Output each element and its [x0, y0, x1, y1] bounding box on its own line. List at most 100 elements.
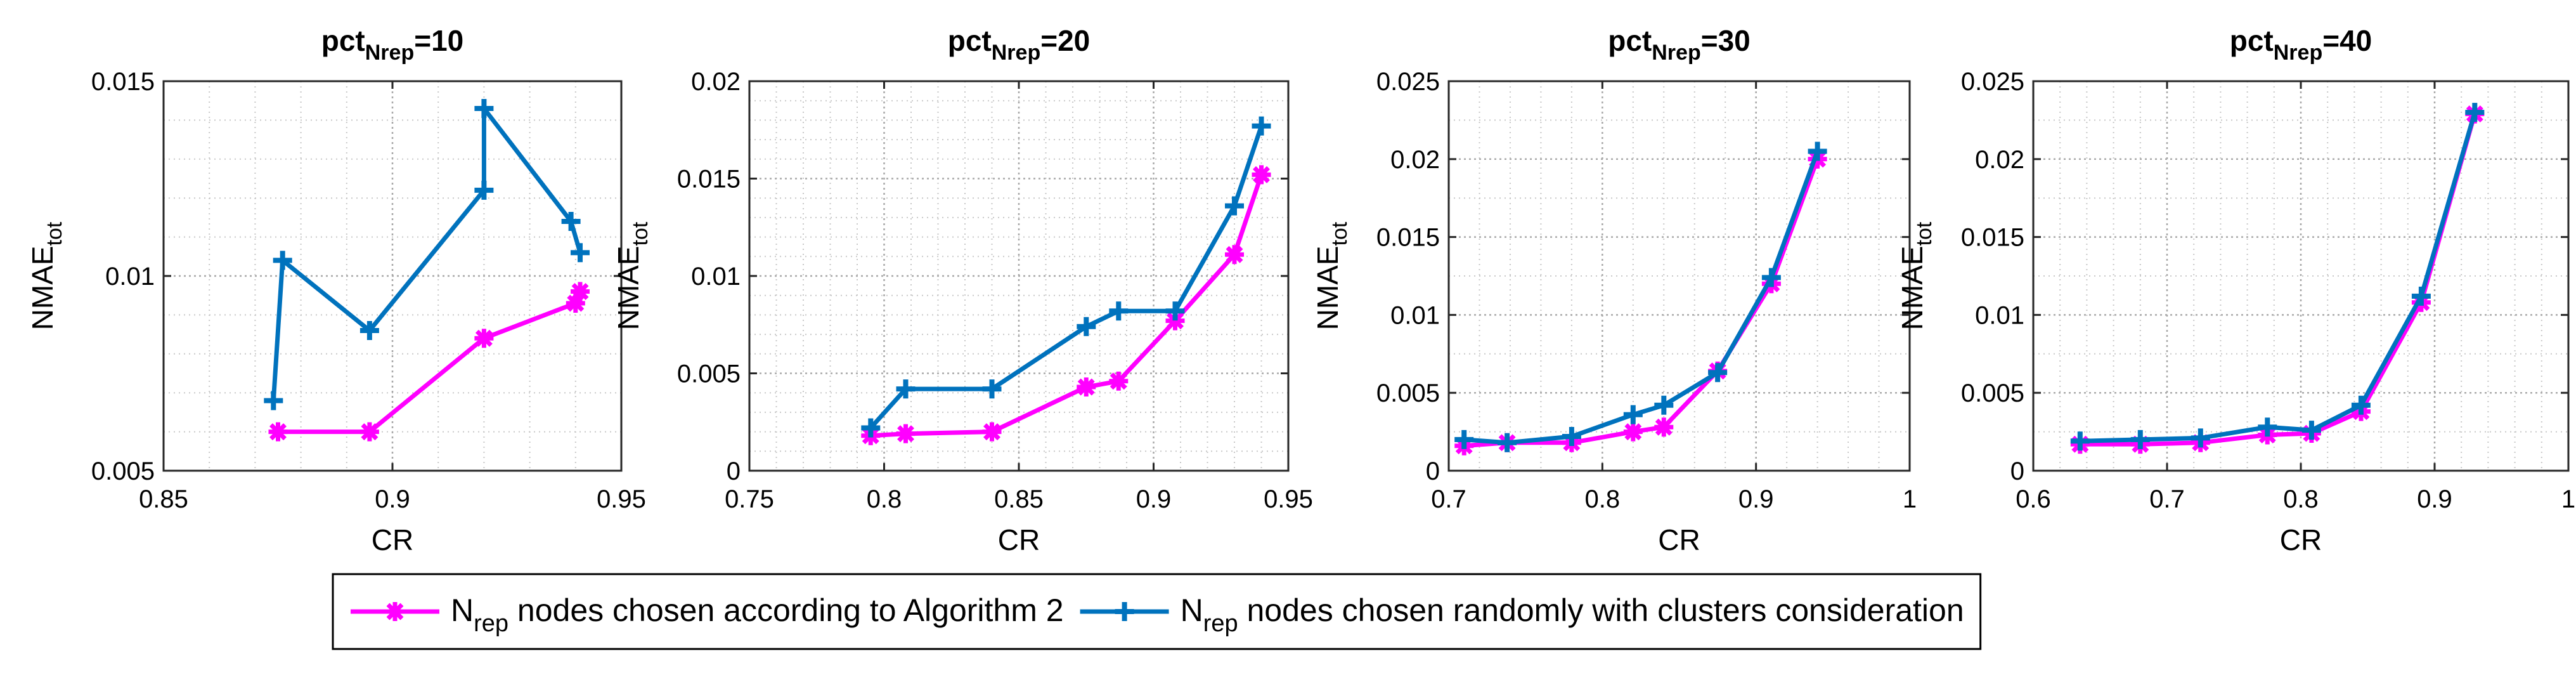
chart-2-x-label: CR [998, 523, 1040, 556]
chart-1-algorithm2-point [566, 293, 585, 313]
chart-2-random-point [1165, 301, 1185, 321]
chart-4-x-tick-label: 0.9 [2417, 485, 2452, 513]
chart-2-random-point [896, 379, 916, 399]
chart-2-x-tick-label: 0.85 [994, 485, 1044, 513]
chart-2-y-tick-label: 0.005 [677, 360, 741, 388]
chart-3-title-subscript: Nrep [1652, 41, 1700, 65]
chart-1-random-point [264, 391, 283, 410]
chart-1-y-label-subscript: tot [42, 221, 67, 246]
chart-2-y-label: NMAEtot [612, 221, 652, 330]
chart-2-algorithm2-point [1225, 245, 1244, 265]
chart-1-x-tick-label: 0.9 [375, 485, 410, 513]
chart-3-random-point [1623, 405, 1643, 424]
chart-4-y-label: NMAEtot [1896, 221, 1936, 330]
chart-4-y-tick-label: 0.02 [1975, 146, 2024, 174]
chart-3-x-tick-label: 0.8 [1585, 485, 1621, 513]
chart-3-y-label-main: NMAE [1311, 246, 1344, 330]
chart-2-algorithm2-line [871, 174, 1264, 438]
chart-2-random-point [1252, 116, 1271, 136]
chart-2: 0.75 0.8 0.85 0.9 0.95 0 0.005 0.01 0.015 0.02 pct… [612, 24, 1313, 556]
chart-1-y-tick-label: 0.01 [105, 263, 155, 291]
chart-2-algorithm2-point [1077, 377, 1096, 396]
chart-1-title-main: pct [321, 24, 365, 57]
chart-2-algorithm2-point [1109, 371, 1129, 391]
chart-3-y-label: NMAEtot [1311, 221, 1352, 330]
chart-2-x-tick-label: 0.8 [867, 485, 902, 513]
chart-2-x-tick-label: 0.95 [1264, 485, 1313, 513]
chart-3-major-grid [1449, 81, 1910, 471]
chart-1-y-tick-label: 0.005 [91, 457, 155, 485]
chart-2-algorithm2-point [1165, 311, 1185, 331]
chart-4-x-tick-label: 1 [2561, 485, 2575, 513]
chart-3-y-tick-label: 0.005 [1376, 379, 1440, 407]
chart-4-random-line [2080, 112, 2477, 443]
chart-3-minor-grid [1449, 81, 1910, 471]
chart-3-random-line [1463, 150, 1820, 445]
chart-3-x-tick-label: 0.9 [1738, 485, 1774, 513]
chart-1-y-tick-label: 0.015 [91, 68, 155, 96]
chart-3-y-tick-label: 0.02 [1390, 146, 1440, 174]
chart-1-algorithm2-point [359, 422, 379, 442]
chart-2-title: pctNrep=20 [948, 24, 1091, 65]
chart-2-y-tick-label: 0.015 [677, 166, 741, 193]
legend-label-random-main: N [1181, 593, 1203, 628]
chart-3-y-tick-label: 0.01 [1390, 301, 1440, 329]
chart-2-random-point [982, 379, 1002, 399]
chart-1-x-tick-label: 0.95 [597, 485, 646, 513]
chart-3: 0.7 0.8 0.9 1 0 0.005 0.01 0.015 0.02 0.025 pctNre… [1311, 24, 1917, 556]
chart-2-title-subscript: Nrep [992, 41, 1040, 65]
chart-3-title-suffix: =30 [1701, 24, 1751, 57]
legend-label-algorithm2-main: N [451, 593, 474, 628]
chart-2-y-label-subscript: tot [628, 221, 652, 246]
chart-2-y-label-main: NMAE [612, 246, 645, 330]
chart-3-y-tick-label: 0.015 [1376, 224, 1440, 252]
chart-2-algorithm2-point [1252, 165, 1271, 185]
chart-1-algorithm2-point [474, 329, 494, 348]
chart-1-title-subscript: Nrep [365, 41, 414, 65]
legend-label-algorithm2: Nrep nodes chosen according to Algorithm… [451, 593, 1064, 637]
chart-1-algorithm2-point [571, 282, 590, 301]
chart-2-title-suffix: =20 [1040, 24, 1090, 57]
chart-3-x-label: CR [1658, 523, 1700, 556]
chart-3-title-main: pct [1608, 24, 1652, 57]
chart-4-x-tick-label: 0.7 [2149, 485, 2185, 513]
chart-3-random-point [1498, 433, 1517, 452]
chart-3-x-tick-label: 1 [1903, 485, 1917, 513]
chart-2-title-main: pct [948, 24, 992, 57]
chart-4-title-subscript: Nrep [2274, 41, 2322, 65]
chart-3-random-point [1761, 268, 1781, 287]
chart-4-title: pctNrep=40 [2230, 24, 2372, 65]
chart-1-random-point [561, 212, 581, 231]
chart-2-random-point [1109, 301, 1129, 321]
chart-3-algorithm2-point [1623, 422, 1643, 442]
legend-label-random-subscript: rep [1203, 610, 1238, 637]
chart-1-y-label-main: NMAE [26, 246, 59, 330]
chart-4-algorithm2-line [2080, 113, 2477, 447]
chart-1-random-point [474, 180, 494, 200]
chart-4-x-tick-label: 0.8 [2283, 485, 2319, 513]
chart-4-title-main: pct [2230, 24, 2274, 57]
legend-label-random-rest: nodes chosen randomly with clusters cons… [1238, 593, 1964, 628]
chart-4-x-tick-label: 0.6 [2016, 485, 2051, 513]
chart-4-random-point [2130, 429, 2150, 449]
chart-1-random-point [474, 99, 494, 118]
chart-4-random-point [2465, 103, 2485, 122]
chart-3-title: pctNrep=30 [1608, 24, 1751, 65]
legend-item-random: Nrep nodes chosen randomly with clusters… [1080, 593, 1964, 637]
chart-1-algorithm2-point [268, 422, 288, 442]
chart-3-y-tick-label: 0 [1426, 457, 1440, 485]
chart-4-y-label-subscript: tot [1912, 221, 1936, 246]
chart-4-random-point [2351, 395, 2371, 415]
chart-4-y-tick-label: 0.005 [1961, 379, 2024, 407]
legend: Nrep nodes chosen according to Algorithm… [332, 573, 1982, 650]
legend-label-algorithm2-rest: nodes chosen according to Algorithm 2 [508, 593, 1064, 628]
chart-4-x-label: CR [2280, 523, 2322, 556]
chart-4-random-point [2191, 428, 2210, 448]
legend-label-random: Nrep nodes chosen randomly with clusters… [1181, 593, 1964, 637]
chart-3-random-point [1708, 363, 1728, 383]
chart-1-x-label: CR [372, 523, 413, 556]
chart-2-algorithm2-point [982, 422, 1002, 442]
chart-4-y-tick-label: 0 [2010, 457, 2024, 485]
chart-2-y-tick-label: 0.01 [691, 263, 741, 291]
